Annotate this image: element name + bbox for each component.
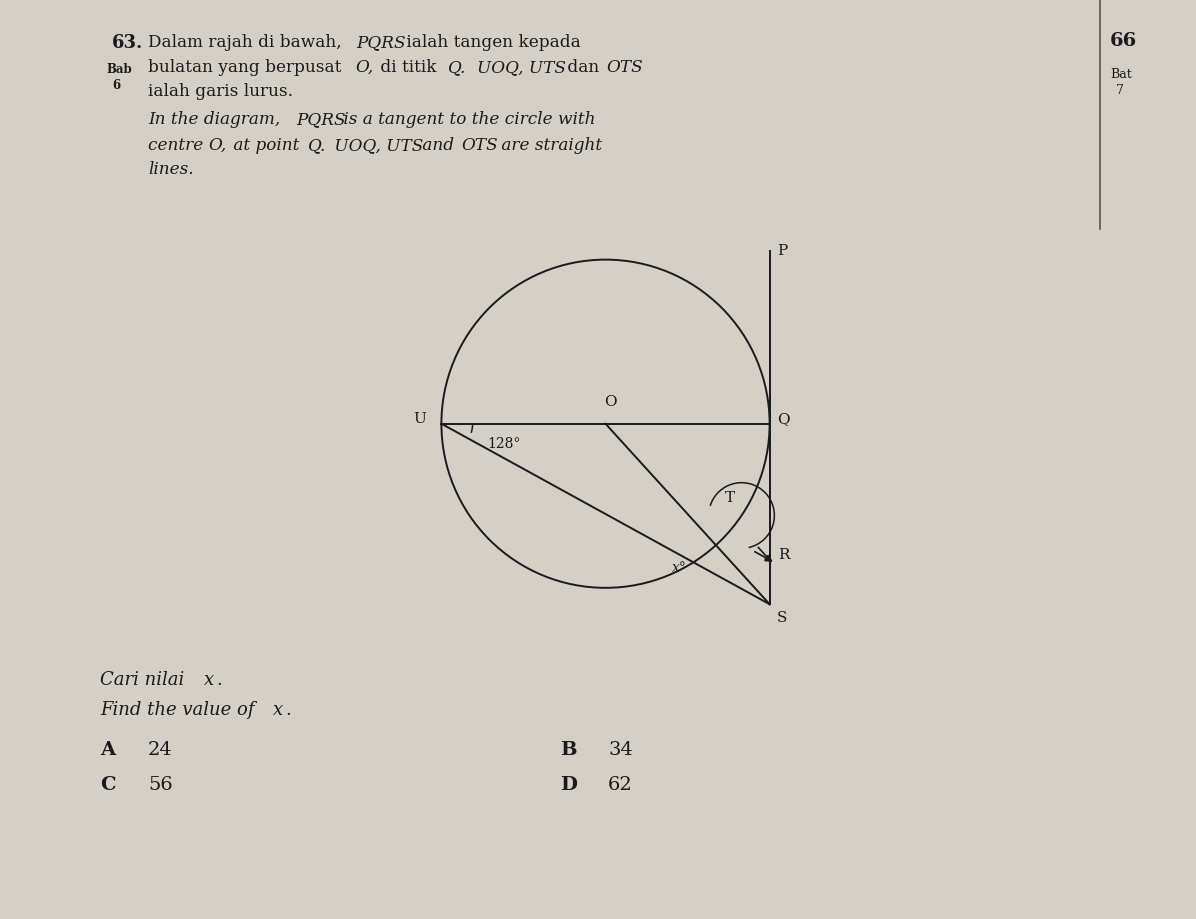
Text: A: A bbox=[100, 741, 115, 759]
Text: are straight: are straight bbox=[496, 137, 602, 154]
Text: 7: 7 bbox=[1116, 84, 1124, 97]
Text: D: D bbox=[560, 776, 576, 794]
Text: .: . bbox=[216, 671, 221, 689]
Text: B: B bbox=[560, 741, 576, 759]
Text: OTS: OTS bbox=[460, 137, 498, 154]
Text: PQRS: PQRS bbox=[356, 34, 405, 51]
Text: x: x bbox=[205, 671, 214, 689]
Text: 6: 6 bbox=[112, 79, 120, 92]
Text: U: U bbox=[414, 412, 427, 425]
Text: at point: at point bbox=[228, 137, 305, 154]
Text: 128°: 128° bbox=[487, 437, 520, 451]
Text: 56: 56 bbox=[148, 776, 172, 794]
Text: O,: O, bbox=[208, 137, 226, 154]
Text: 66: 66 bbox=[1110, 32, 1137, 50]
Text: x: x bbox=[273, 701, 283, 719]
Text: is a tangent to the circle with: is a tangent to the circle with bbox=[338, 111, 596, 128]
Text: O: O bbox=[604, 395, 617, 409]
Text: UOQ, UTS: UOQ, UTS bbox=[477, 59, 566, 76]
Text: P: P bbox=[777, 244, 787, 258]
Text: and: and bbox=[417, 137, 459, 154]
Text: dan: dan bbox=[562, 59, 605, 76]
Text: 24: 24 bbox=[148, 741, 172, 759]
Text: R: R bbox=[779, 548, 791, 562]
Text: In the diagram,: In the diagram, bbox=[148, 111, 286, 128]
Text: 62: 62 bbox=[608, 776, 633, 794]
Text: Bab: Bab bbox=[106, 63, 132, 76]
Text: O,: O, bbox=[355, 59, 373, 76]
Text: S: S bbox=[777, 611, 787, 625]
Text: di titik: di titik bbox=[376, 59, 441, 76]
Text: PQRS: PQRS bbox=[295, 111, 346, 128]
Text: UOQ, UTS: UOQ, UTS bbox=[329, 137, 423, 154]
Text: Find the value of: Find the value of bbox=[100, 701, 261, 719]
Text: ialah garis lurus.: ialah garis lurus. bbox=[148, 83, 293, 100]
Text: ialah tangen kepada: ialah tangen kepada bbox=[401, 34, 581, 51]
Text: x°: x° bbox=[672, 562, 687, 575]
Text: OTS: OTS bbox=[606, 59, 642, 76]
Text: bulatan yang berpusat: bulatan yang berpusat bbox=[148, 59, 347, 76]
Text: centre: centre bbox=[148, 137, 208, 154]
Text: Dalam rajah di bawah,: Dalam rajah di bawah, bbox=[148, 34, 347, 51]
Text: 34: 34 bbox=[608, 741, 633, 759]
Text: Q.: Q. bbox=[448, 59, 466, 76]
Text: .: . bbox=[285, 701, 291, 719]
Text: Q.: Q. bbox=[309, 137, 327, 154]
Text: 63.: 63. bbox=[112, 34, 144, 52]
Text: Q: Q bbox=[777, 412, 789, 425]
Text: C: C bbox=[100, 776, 116, 794]
Text: Cari nilai: Cari nilai bbox=[100, 671, 190, 689]
Text: T: T bbox=[725, 491, 736, 505]
Text: Bat: Bat bbox=[1110, 68, 1131, 81]
Text: lines.: lines. bbox=[148, 161, 194, 178]
